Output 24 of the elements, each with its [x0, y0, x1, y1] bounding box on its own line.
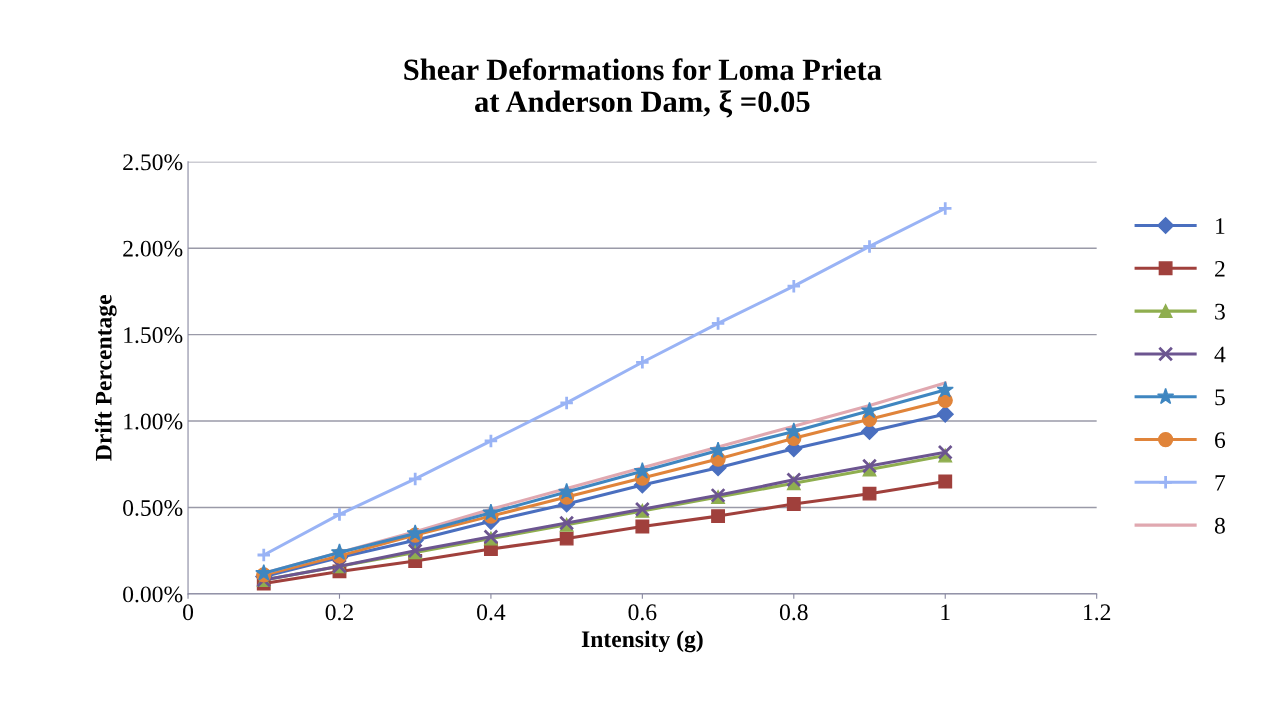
- y-tick-label: 1.50%: [124, 327, 183, 344]
- chart-title: Shear Deformations for Loma Prieta at Anderson Dam, ξ =0.05: [404, 58, 882, 118]
- y-tick-label: 2.50%: [123, 154, 183, 171]
- legend-label: 5: [1215, 389, 1225, 406]
- legend-label: 2: [1215, 260, 1225, 277]
- x-axis-title: Intensity (g): [581, 630, 703, 653]
- x-tick-label: 0.8: [779, 604, 808, 621]
- legend-label: 3: [1215, 303, 1225, 320]
- x-tick-label: 1.2: [1084, 604, 1111, 621]
- y-tick-label: 0.50%: [123, 499, 183, 516]
- x-tick-label: 0.4: [477, 604, 506, 621]
- y-tick-label: 2.00%: [123, 240, 183, 257]
- x-tick-label: 1: [941, 604, 950, 620]
- y-axis-title: Drift Percentage: [94, 295, 117, 461]
- legend-label: 7: [1215, 475, 1226, 491]
- x-tick-label: 0.6: [628, 604, 657, 621]
- legend-label: 8: [1214, 517, 1225, 534]
- legend-label: 6: [1215, 432, 1226, 449]
- x-tick-label: 0: [183, 604, 194, 621]
- y-tick-label: 1.00%: [124, 413, 183, 430]
- legend-label: 1: [1216, 218, 1225, 234]
- legend-label: 4: [1214, 346, 1226, 363]
- y-tick-label: 0.00%: [123, 586, 183, 603]
- x-tick-label: 0.2: [325, 604, 353, 621]
